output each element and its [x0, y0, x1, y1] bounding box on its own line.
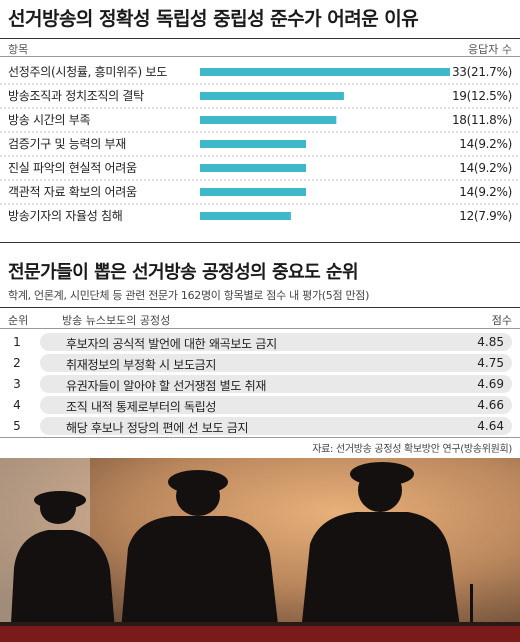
bar-label: 방송조직과 정치조직의 결탁	[8, 89, 144, 103]
ranking-cell: 해당 후보나 정당의 편에 선 보도 금지 4.64	[40, 417, 512, 435]
bar	[200, 188, 307, 196]
ranking-item: 취재정보의 부정확 시 보도금지	[66, 358, 217, 372]
column-header-count: 응답자 수	[468, 43, 512, 56]
ranking-top-divider	[0, 307, 520, 308]
ranking-rank: 5	[13, 419, 21, 433]
source-note: 자료: 선거방송 공정성 확보방안 연구(방송위원회)	[312, 444, 512, 455]
bar-label: 객관적 자료 확보의 어려움	[8, 185, 137, 199]
bar	[200, 68, 450, 76]
bar-value-label: 14(9.2%)	[459, 161, 512, 175]
ranking-header-rank: 순위	[8, 314, 29, 327]
column-header-item: 항목	[8, 43, 29, 56]
bar-value-label: 18(11.8%)	[452, 113, 512, 127]
ranking-title: 전문가들이 뽑은 선거방송 공정성의 중요도 순위	[8, 262, 359, 283]
ranking-cell: 조직 내적 통제로부터의 독립성 4.66	[40, 396, 512, 414]
silhouettes-icon	[10, 462, 473, 642]
bar-label: 진실 파악의 현실적 어려움	[8, 161, 137, 175]
ranking-cell: 후보자의 공식적 발언에 대한 왜곡보도 금지 4.85	[40, 333, 512, 351]
title-divider	[0, 38, 520, 39]
ranking-item: 해당 후보나 정당의 편에 선 보도 금지	[66, 421, 249, 435]
ranking-header-score: 점수	[491, 314, 512, 327]
ranking-score: 4.75	[477, 356, 504, 370]
bar-chart: 선정주의(시청률, 흥미위주) 보도 33(21.7%) 방송조직과 정치조직의 결…	[0, 65, 520, 223]
bar-label: 방송 시간의 부족	[8, 113, 90, 127]
bar-value-label: 14(9.2%)	[459, 185, 512, 199]
ranking-row: 3 유권자들이 알아야 할 선거쟁점 별도 취재 4.69	[0, 374, 520, 395]
ranking-cell: 취재정보의 부정확 시 보도금지 4.75	[40, 354, 512, 372]
bar-label: 선정주의(시청률, 흥미위주) 보도	[8, 65, 167, 79]
ranking-item: 후보자의 공식적 발언에 대한 왜곡보도 금지	[66, 337, 277, 351]
ranking-row: 4 조직 내적 통제로부터의 독립성 4.66	[0, 395, 520, 416]
ranking-score: 4.66	[477, 398, 504, 412]
bar	[200, 212, 291, 220]
bar-value-label: 14(9.2%)	[459, 137, 512, 151]
ranking-rank: 1	[13, 335, 21, 349]
ranking-rank: 3	[13, 377, 21, 391]
ranking-item: 유권자들이 알아야 할 선거쟁점 별도 취재	[66, 379, 267, 393]
ranking-header-divider	[0, 328, 520, 329]
ranking-header-item: 방송 뉴스보도의 공정성	[62, 314, 171, 327]
ranking-rank: 4	[13, 398, 21, 412]
ranking-score: 4.85	[477, 335, 504, 349]
desk-edge	[0, 622, 520, 626]
ranking-row: 5 해당 후보나 정당의 편에 선 보도 금지 4.64	[0, 416, 520, 437]
ranking-subtitle: 학계, 언론계, 시민단체 등 관련 전문가 162명이 항목별로 점수 내 평…	[8, 289, 370, 302]
chart-title: 선거방송의 정확성 독립성 중립성 준수가 어려운 이유	[8, 8, 419, 30]
header-divider	[0, 56, 520, 57]
ranking-row: 2 취재정보의 부정확 시 보도금지 4.75	[0, 353, 520, 374]
ranking-score: 4.64	[477, 419, 504, 433]
ranking-rank: 2	[13, 356, 21, 370]
bar	[200, 164, 307, 172]
ranking-cell: 유권자들이 알아야 할 선거쟁점 별도 취재 4.69	[40, 375, 512, 393]
bar-value-label: 12(7.9%)	[459, 209, 512, 223]
ranking-bottom-divider	[0, 437, 520, 438]
bar-label: 방송기자의 자율성 침해	[8, 209, 122, 223]
silhouettes-photo	[0, 458, 520, 642]
ranking-score: 4.69	[477, 377, 504, 391]
bar-label: 검증기구 및 능력의 부재	[8, 137, 126, 151]
ranking-row: 1 후보자의 공식적 발언에 대한 왜곡보도 금지 4.85	[0, 332, 520, 353]
desk-cloth	[0, 626, 520, 642]
bar-value-label: 33(21.7%)	[452, 65, 512, 79]
bar	[200, 140, 307, 148]
bar	[200, 116, 337, 124]
ranking-item: 조직 내적 통제로부터의 독립성	[66, 400, 217, 414]
bar-value-label: 19(12.5%)	[452, 89, 512, 103]
bar	[200, 92, 344, 100]
section-divider	[0, 242, 520, 243]
